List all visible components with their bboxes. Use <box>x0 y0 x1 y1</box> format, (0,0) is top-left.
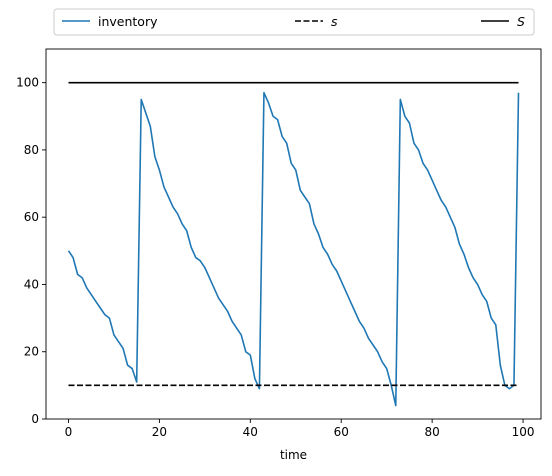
legend: inventory s S <box>53 8 535 36</box>
legend-label-inventory: inventory <box>98 14 158 29</box>
y-tick-label: 20 <box>24 345 39 359</box>
y-tick-label: 0 <box>31 412 39 426</box>
series-group <box>67 81 520 407</box>
y-tick-label: 60 <box>24 210 39 224</box>
x-tick-label: 40 <box>243 425 258 439</box>
y-tick-label: 100 <box>16 76 39 90</box>
y-tick-label: 40 <box>24 277 39 291</box>
series-line-inventory <box>67 91 520 407</box>
x-tick-label: 20 <box>152 425 167 439</box>
x-tick-label: 80 <box>424 425 439 439</box>
x-tick-label: 60 <box>334 425 349 439</box>
y-tick-label: 80 <box>24 143 39 157</box>
x-tick-label: 100 <box>512 425 535 439</box>
legend-label-s: s <box>331 14 338 29</box>
legend-label-S: S <box>517 14 525 29</box>
x-tick-label: 0 <box>65 425 73 439</box>
x-axis-label: time <box>280 448 307 462</box>
plot-frame <box>45 48 542 420</box>
legend-box <box>53 8 535 36</box>
